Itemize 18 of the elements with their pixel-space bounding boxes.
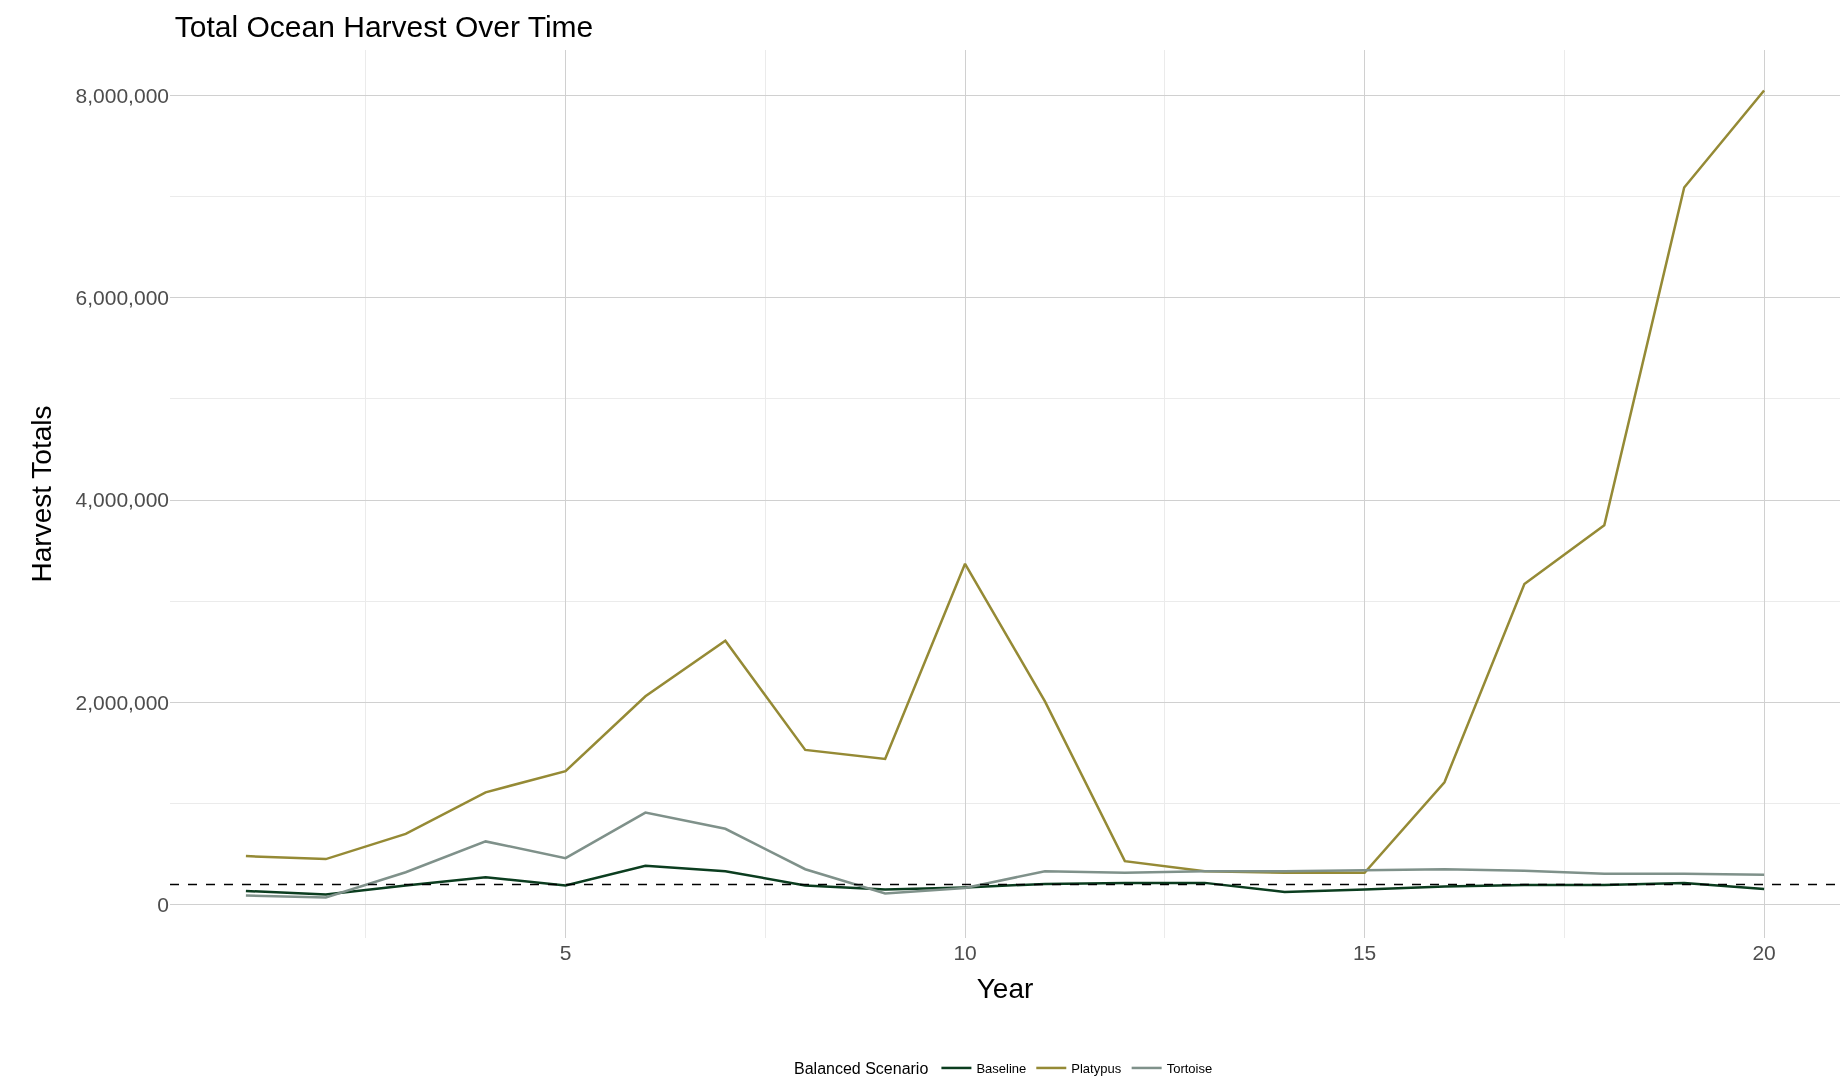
y-tick-label: 8,000,000 (75, 83, 169, 107)
legend-label: Platypus (1071, 1061, 1122, 1077)
line-series (244, 811, 1766, 899)
y-axis-title: Harvest Totals (26, 405, 58, 583)
x-tick-label: 15 (1352, 941, 1377, 964)
legend-label: Baseline (976, 1061, 1027, 1077)
x-tick-label: 5 (559, 941, 572, 964)
y-tick-label: 6,000,000 (75, 286, 169, 310)
line-series (244, 89, 1766, 875)
x-tick-label: 20 (1752, 941, 1776, 964)
chart-title: Total Ocean Harvest Over Time (174, 10, 594, 44)
y-tick-label: 0 (157, 892, 169, 916)
legend-label: Tortoise (1166, 1061, 1213, 1077)
x-axis-title: Year (976, 973, 1034, 1005)
y-tick-label: 2,000,000 (75, 690, 169, 714)
legend-title: Balanced Scenario (794, 1059, 929, 1077)
y-tick-label: 4,000,000 (75, 488, 169, 512)
x-tick-label: 10 (953, 941, 977, 964)
